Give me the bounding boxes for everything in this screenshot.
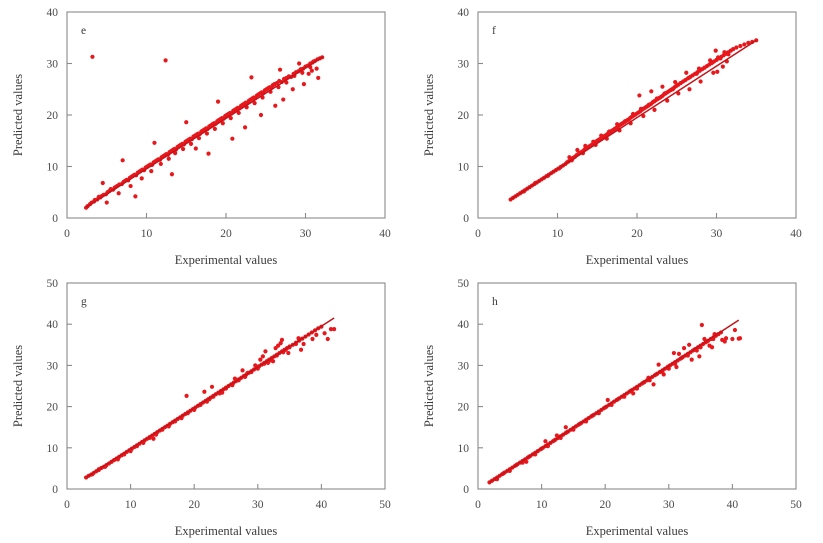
y-tick-label: 30 <box>47 59 59 71</box>
x-tick-label: 40 <box>727 499 739 511</box>
scatter-points <box>487 322 743 485</box>
y-tick-label: 10 <box>458 162 470 174</box>
plot-frame <box>477 282 797 490</box>
x-tick-label: 30 <box>300 228 312 240</box>
x-tick-label: 30 <box>663 499 675 511</box>
y-tick-label: 10 <box>47 162 59 174</box>
x-tick-label: 40 <box>790 228 802 240</box>
x-tick-label: 10 <box>125 499 137 511</box>
trend-line <box>510 39 757 201</box>
x-axis-title: Experimental values <box>175 524 278 538</box>
panel-letter: e <box>81 25 86 37</box>
y-axis-title: Predicted values <box>11 74 25 156</box>
chart-f: 0 10 20 30 40 0 10 20 30 40 Experimental values Pre… <box>422 7 802 267</box>
y-tick-label: 50 <box>47 278 59 290</box>
x-tick-label: 20 <box>631 228 643 240</box>
x-tick-label: 0 <box>475 499 481 511</box>
x-tick-label: 20 <box>599 499 611 511</box>
panel-h: 0 10 20 30 40 50 0 10 20 30 40 50 Experimental value… <box>411 271 823 543</box>
panel-e: 0 10 20 30 40 0 10 20 30 40 Experimental values Pre… <box>0 0 412 272</box>
x-axis-title: Experimental values <box>175 253 278 267</box>
y-tick-label: 0 <box>463 484 469 496</box>
y-tick-label: 0 <box>52 484 58 496</box>
y-tick-label: 20 <box>47 110 59 122</box>
x-tick-label: 0 <box>64 499 70 511</box>
trend-line <box>489 319 740 484</box>
scatter-points <box>83 54 325 210</box>
y-tick-label: 0 <box>463 213 469 225</box>
y-tick-label: 20 <box>458 110 470 122</box>
y-tick-label: 50 <box>458 278 470 290</box>
panel-letter: g <box>81 296 87 308</box>
x-tick-label: 0 <box>475 228 481 240</box>
trend-line <box>85 56 324 208</box>
y-axis-title: Predicted values <box>422 74 436 156</box>
x-tick-label: 0 <box>64 228 70 240</box>
trend-line <box>85 317 335 479</box>
scatter-points <box>83 324 337 480</box>
y-tick-label: 30 <box>458 360 470 372</box>
x-tick-label: 30 <box>252 499 264 511</box>
chart-g: 0 10 20 30 40 50 0 10 20 30 40 50 Experimental value… <box>11 278 391 538</box>
panel-f: 0 10 20 30 40 0 10 20 30 40 Experimental values Pre… <box>411 0 823 272</box>
panel-letter: f <box>492 25 496 37</box>
x-tick-label: 20 <box>220 228 232 240</box>
x-tick-label: 10 <box>552 228 564 240</box>
x-tick-label: 40 <box>316 499 328 511</box>
x-tick-label: 10 <box>536 499 548 511</box>
chart-h: 0 10 20 30 40 50 0 10 20 30 40 50 Experimental value… <box>422 278 802 538</box>
y-axis-title: Predicted values <box>422 345 436 427</box>
chart-e: 0 10 20 30 40 0 10 20 30 40 Experimental values Pre… <box>11 7 391 267</box>
y-tick-label: 20 <box>458 402 470 414</box>
y-tick-label: 30 <box>47 360 59 372</box>
x-tick-label: 50 <box>379 499 391 511</box>
x-axis-title: Experimental values <box>586 524 689 538</box>
x-tick-label: 30 <box>711 228 723 240</box>
x-tick-label: 40 <box>379 228 391 240</box>
x-tick-label: 50 <box>790 499 802 511</box>
y-tick-label: 10 <box>47 443 59 455</box>
y-tick-label: 40 <box>47 7 59 19</box>
x-axis-title: Experimental values <box>586 253 689 267</box>
y-tick-label: 40 <box>47 319 59 331</box>
y-tick-label: 40 <box>458 7 470 19</box>
plot-frame <box>66 282 386 490</box>
y-axis-title: Predicted values <box>11 345 25 427</box>
x-tick-label: 20 <box>188 499 200 511</box>
y-tick-label: 10 <box>458 443 470 455</box>
y-tick-label: 0 <box>52 213 58 225</box>
panel-g: 0 10 20 30 40 50 0 10 20 30 40 50 Experimental value… <box>0 271 412 543</box>
y-tick-label: 30 <box>458 59 470 71</box>
y-tick-label: 40 <box>458 319 470 331</box>
y-tick-label: 20 <box>47 402 59 414</box>
x-tick-label: 10 <box>141 228 153 240</box>
panel-letter: h <box>492 296 498 308</box>
